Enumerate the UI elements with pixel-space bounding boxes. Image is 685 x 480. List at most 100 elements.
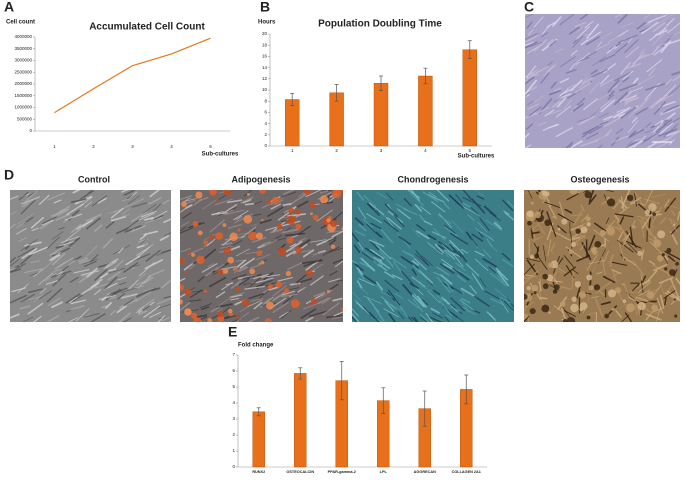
cell-blob	[177, 299, 183, 305]
cell-blob	[534, 254, 539, 259]
cell-blob	[236, 315, 239, 318]
x-tick-label: 1	[291, 148, 294, 153]
cell-blob	[586, 222, 590, 226]
cell-blob	[586, 216, 591, 221]
cell-blob	[259, 187, 266, 194]
y-tick-label: 2	[232, 432, 235, 437]
cell-blob	[291, 299, 300, 308]
cell-blob	[320, 195, 328, 203]
cell-blob	[207, 318, 212, 323]
cell-blob	[570, 304, 578, 312]
cell-blob	[549, 311, 551, 313]
micrograph	[520, 9, 685, 151]
cell-blob	[613, 308, 615, 310]
cell-blob	[580, 302, 588, 310]
bar	[463, 50, 477, 146]
bar	[253, 412, 265, 467]
cell-blob	[331, 245, 335, 249]
cell-blob	[666, 248, 671, 253]
image-caption: Chondrogenesis	[397, 174, 468, 184]
cell-blob	[196, 256, 204, 264]
cell-blob	[191, 253, 195, 257]
cell-blob	[296, 210, 301, 215]
cell-blob	[217, 311, 223, 317]
cell-blob	[191, 313, 197, 319]
y-tick-label: 1	[232, 448, 235, 453]
cell-blob	[260, 261, 264, 265]
cell-blob	[554, 284, 559, 289]
cell-blob	[287, 237, 294, 244]
cell-blob	[310, 212, 313, 215]
cell-blob	[530, 255, 534, 259]
cell-blob	[266, 302, 274, 310]
cell-blob	[521, 313, 527, 319]
cell-blob	[657, 230, 665, 238]
cell-blob	[227, 257, 234, 264]
y-tick-label: 4000000	[14, 34, 32, 39]
image-caption: Control	[78, 174, 110, 184]
bar	[418, 76, 432, 146]
x-tick-label: 3	[131, 144, 134, 149]
cell-blob	[195, 191, 202, 198]
y-axis-label: Cell count	[6, 20, 35, 26]
line	[55, 38, 211, 112]
y-tick-label: 10	[262, 87, 268, 92]
cell-blob	[272, 197, 279, 204]
cell-blob	[669, 269, 676, 276]
cell-blob	[184, 289, 191, 296]
x-tick-label: COLLAGEN 2A1	[452, 470, 481, 474]
cell-blob	[527, 286, 531, 290]
cell-blob	[234, 267, 238, 271]
cell-blob	[673, 224, 675, 226]
cell-blob	[249, 268, 255, 274]
x-tick-label: 5	[209, 144, 212, 149]
cell-blob	[674, 314, 677, 317]
cell-blob	[651, 304, 658, 311]
x-tick-label: RUNX2	[252, 470, 265, 474]
x-tick-label: 5	[469, 148, 472, 153]
cell-blob	[209, 236, 213, 240]
cell-blob	[543, 283, 549, 289]
cell-blob	[575, 229, 580, 234]
micrograph	[519, 183, 684, 328]
x-tick-label: 4	[170, 144, 173, 149]
y-tick-label: 6	[232, 368, 235, 373]
cell-blob	[341, 307, 344, 310]
y-tick-label: 16	[262, 54, 268, 59]
cell-blob	[633, 225, 636, 228]
image-caption: Adipogenesis	[231, 174, 290, 184]
y-tick-label: 12	[262, 76, 268, 81]
cell-blob	[560, 301, 566, 307]
micrograph	[349, 185, 519, 330]
cell-blob	[575, 281, 581, 287]
cell-blob	[607, 198, 615, 206]
cell-blob	[587, 316, 591, 320]
cell-texture	[630, 292, 637, 293]
y-tick-label: 3500000	[14, 46, 32, 51]
x-axis-label: Sub-cultures	[458, 154, 495, 160]
y-tick-label: 6	[264, 110, 267, 115]
cell-blob	[585, 191, 592, 198]
cell-blob	[608, 289, 616, 297]
y-tick-label: 0	[232, 464, 235, 469]
cell-blob	[248, 232, 257, 241]
y-tick-label: 20	[262, 31, 268, 36]
y-tick-label: 4	[232, 400, 235, 405]
cell-blob	[552, 216, 554, 218]
cell-blob	[594, 241, 601, 248]
cell-blob	[569, 186, 578, 195]
cell-blob	[313, 215, 319, 221]
cell-blob	[327, 290, 330, 293]
cell-blob	[622, 283, 624, 285]
bar	[294, 373, 306, 467]
cell-blob	[531, 202, 534, 205]
y-tick-label: 2	[264, 132, 267, 137]
cell-blob	[592, 249, 598, 255]
panel-label: C	[524, 0, 534, 15]
cell-blob	[209, 188, 217, 196]
cell-blob	[553, 289, 557, 293]
panel-label: B	[260, 0, 270, 15]
cell-blob	[284, 288, 289, 293]
panel-label: A	[4, 0, 14, 15]
cell-blob	[561, 218, 567, 224]
